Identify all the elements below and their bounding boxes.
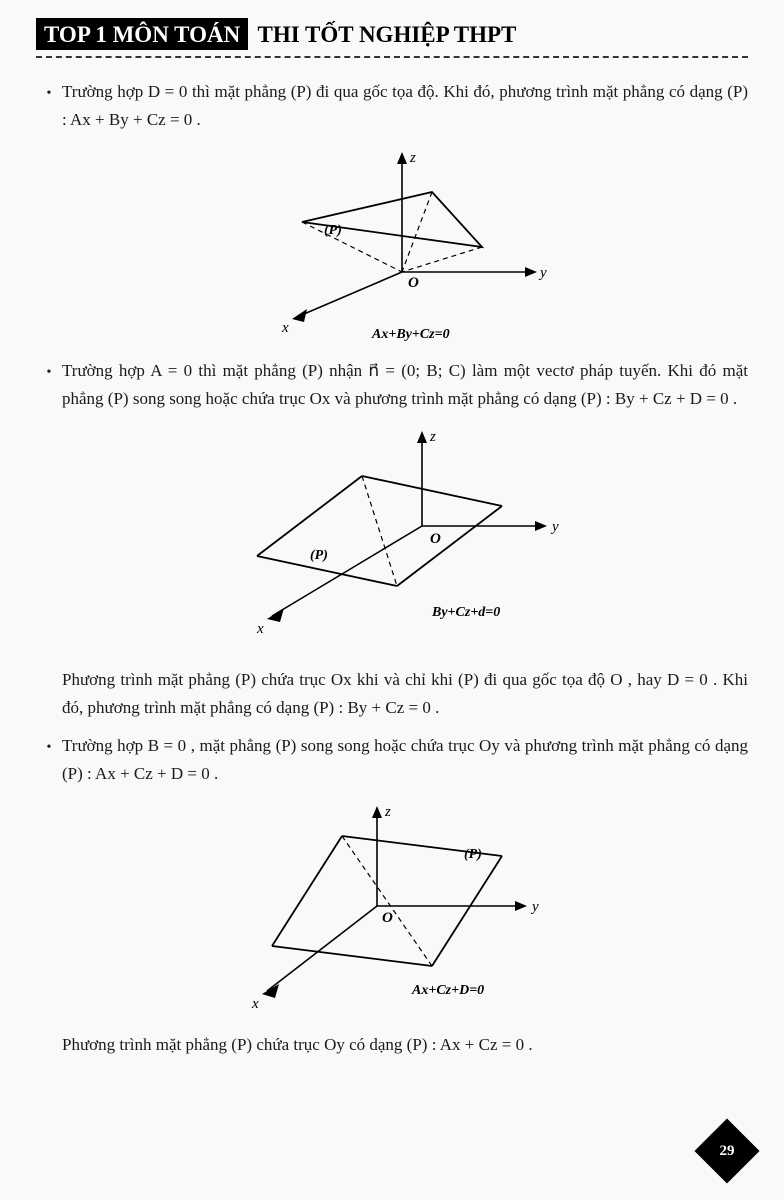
para-1-text: Trường hợp D = 0 thì mặt phẳng (P) đi qu…	[62, 78, 748, 134]
page-number-value: 29	[720, 1143, 735, 1160]
svg-text:O: O	[382, 910, 393, 926]
figure-3: z y x O (P) Ax+Cz+D=0	[36, 796, 748, 1021]
header-rest: THI TỐT NGHIỆP THPT	[248, 22, 516, 47]
figure-2: z y x O (P) By+Cz+d=0	[36, 421, 748, 656]
svg-text:(P): (P)	[324, 223, 342, 238]
page-number-diamond: 29	[694, 1118, 759, 1183]
svg-text:x: x	[281, 320, 289, 336]
svg-text:Ax+By+Cz=0: Ax+By+Cz=0	[371, 327, 450, 342]
svg-text:x: x	[256, 621, 264, 637]
svg-text:z: z	[429, 429, 436, 445]
bullet-icon: •	[36, 78, 62, 134]
svg-text:y: y	[538, 265, 547, 281]
bullet-icon: •	[36, 357, 62, 413]
svg-text:x: x	[251, 996, 259, 1012]
svg-text:z: z	[384, 804, 391, 820]
para-5-text: Phương trình mặt phẳng (P) chứa trục Oy …	[62, 1031, 748, 1059]
svg-text:Ax+Cz+D=0: Ax+Cz+D=0	[411, 983, 484, 998]
para-2-text: Trường hợp A = 0 thì mặt phẳng (P) nhận …	[62, 357, 748, 413]
page-header: TOP 1 MÔN TOÁN THI TỐT NGHIỆP THPT	[36, 18, 748, 58]
svg-text:y: y	[550, 519, 559, 535]
para-4-text: Trường hợp B = 0 , mặt phẳng (P) song so…	[62, 732, 748, 788]
svg-text:(P): (P)	[464, 847, 482, 862]
svg-text:(P): (P)	[310, 548, 328, 563]
svg-text:O: O	[430, 531, 441, 547]
svg-text:z: z	[409, 150, 416, 166]
bullet-icon: •	[36, 732, 62, 788]
bullet-item-1: • Trường hợp D = 0 thì mặt phẳng (P) đi …	[36, 78, 748, 134]
bullet-item-3: • Trường hợp B = 0 , mặt phẳng (P) song …	[36, 732, 748, 788]
header-badge: TOP 1 MÔN TOÁN	[36, 18, 248, 50]
figure-1: z y x O (P) Ax+By+Cz=0	[36, 142, 748, 347]
svg-text:By+Cz+d=0: By+Cz+d=0	[431, 605, 500, 620]
svg-text:y: y	[530, 899, 539, 915]
para-3-text: Phương trình mặt phẳng (P) chứa trục Ox …	[62, 666, 748, 722]
svg-text:O: O	[408, 275, 419, 291]
bullet-item-2: • Trường hợp A = 0 thì mặt phẳng (P) nhậ…	[36, 357, 748, 413]
